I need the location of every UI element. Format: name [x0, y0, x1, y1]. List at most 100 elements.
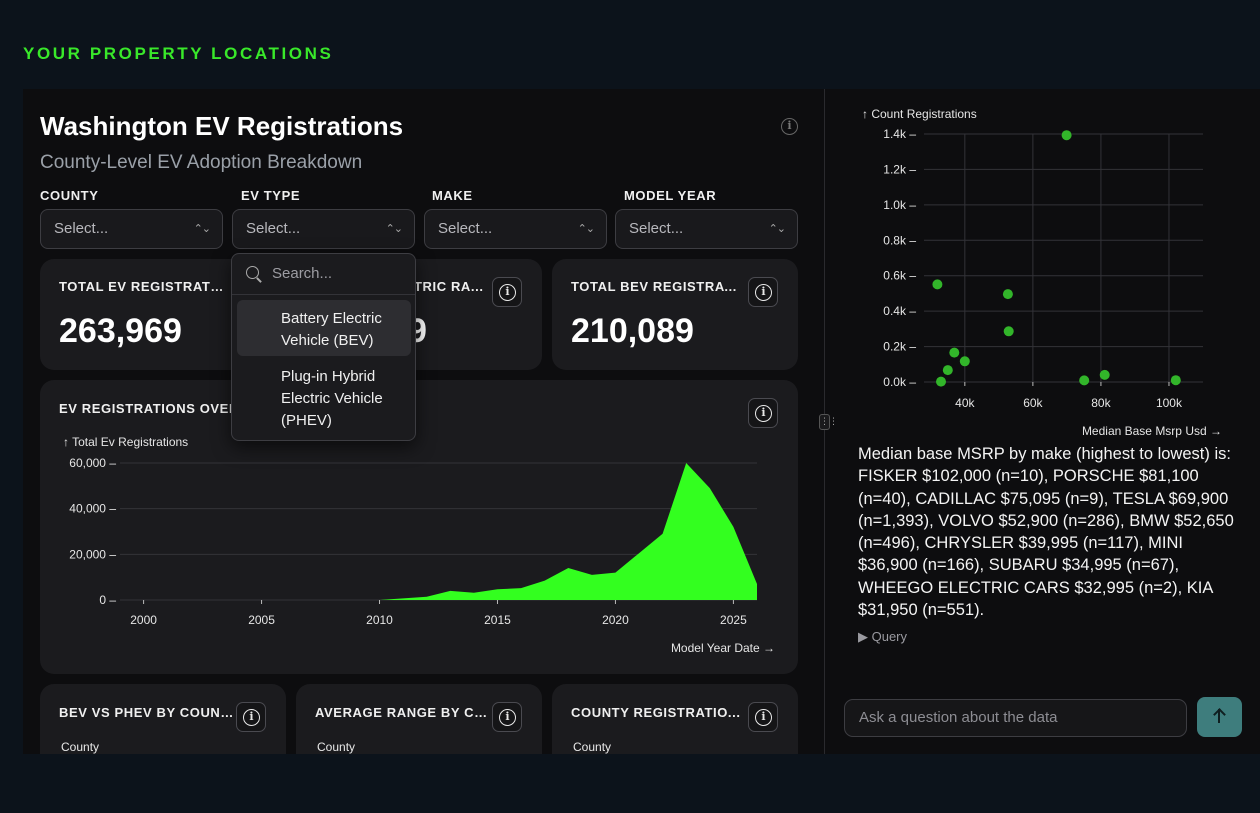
chevron-up-down-icon: ⌃⌄	[193, 223, 211, 235]
x-tick-label: 100k	[1156, 396, 1183, 410]
make-select-value: Select...	[438, 220, 493, 237]
kpi-card-total-bev: TOTAL BEV REGISTRATI... 210,089 i	[552, 259, 798, 370]
info-button[interactable]: i	[492, 277, 522, 307]
filter-label-ev-type: EV TYPE	[241, 188, 301, 203]
bev-vs-phev-card: BEV VS PHEV BY COUNTY i County	[40, 684, 286, 754]
x-tick-label: 2000	[130, 613, 157, 627]
scatter-point	[936, 376, 946, 387]
dropdown-search[interactable]: Search...	[232, 254, 415, 295]
arrow-up-icon	[1218, 709, 1220, 723]
trend-card: EV REGISTRATIONS OVER i ↑ Total Ev Regis…	[40, 380, 798, 674]
chevron-up-down-icon: ⌃⌄	[577, 223, 595, 235]
x-tick-label: 2010	[366, 613, 393, 627]
ev-type-dropdown: Search... Battery Electric Vehicle (BEV)…	[231, 253, 416, 441]
drag-handle-icon[interactable]: ⋮⋮	[819, 414, 838, 430]
x-tick-label: 40k	[955, 396, 975, 410]
card-sub-label: County	[573, 740, 612, 754]
chevron-up-down-icon: ⌃⌄	[768, 223, 786, 235]
scatter-point	[932, 279, 943, 290]
model-year-select-value: Select...	[629, 220, 684, 237]
ask-question-placeholder: Ask a question about the data	[859, 709, 1058, 726]
scatter-point	[1099, 369, 1110, 380]
info-button[interactable]: i	[748, 702, 778, 732]
chat-panel: ↑ Count Registrations Median Base Msrp U…	[825, 89, 1260, 754]
kpi-title: TOTAL EV REGISTRATI...	[59, 279, 227, 294]
ev-type-select[interactable]: Select... ⌃⌄	[232, 209, 415, 249]
option-line: (PHEV)	[281, 412, 332, 429]
info-icon: i	[499, 284, 516, 301]
y-tick-label: 0 –	[99, 593, 116, 607]
dashboard-title: Washington EV Registrations	[40, 111, 404, 141]
x-axis-label: Median Base Msrp Usd →	[1082, 424, 1222, 438]
kpi-value: 210,089	[571, 312, 694, 350]
model-year-select[interactable]: Select... ⌃⌄	[615, 209, 798, 249]
info-button[interactable]: i	[748, 277, 778, 307]
dashboard-subtitle: County-Level EV Adoption Breakdown	[40, 152, 363, 173]
scatter-point	[1003, 326, 1014, 337]
y-axis-label: ↑ Count Registrations	[862, 107, 977, 121]
make-select[interactable]: Select... ⌃⌄	[424, 209, 607, 249]
info-button[interactable]: i	[492, 702, 522, 732]
kpi-value: 263,969	[59, 312, 182, 350]
scatter-point	[949, 347, 960, 358]
info-icon: i	[243, 709, 260, 726]
scatter-point	[1002, 289, 1013, 300]
chevron-up-down-icon: ⌃⌄	[385, 223, 403, 235]
option-line: Vehicle (BEV)	[281, 332, 374, 349]
option-line: Electric Vehicle	[281, 390, 383, 407]
x-tick-label: 2015	[484, 613, 511, 627]
y-tick-label: 40,000 –	[69, 502, 116, 516]
scatter-point	[1061, 130, 1072, 141]
y-tick-label: 0.6k –	[883, 269, 916, 283]
dropdown-option-phev[interactable]: Plug-in Hybrid Electric Vehicle (PHEV)	[237, 358, 411, 436]
y-tick-label: 0.8k –	[883, 233, 916, 247]
filter-label-model-year: MODEL YEAR	[624, 188, 717, 203]
ev-type-select-value: Select...	[246, 220, 301, 237]
average-range-card: AVERAGE RANGE BY CO... i County	[296, 684, 542, 754]
kpi-title: TRIC RA...	[414, 279, 484, 294]
info-icon: i	[755, 284, 772, 301]
scatter-point	[1170, 375, 1181, 386]
filter-label-county: COUNTY	[40, 188, 99, 203]
scatter-point	[959, 356, 970, 367]
dashboard-info-icon[interactable]: i	[781, 118, 798, 135]
scatter-point	[1079, 375, 1090, 386]
info-icon: i	[499, 709, 516, 726]
card-title: BEV VS PHEV BY COUNTY	[59, 705, 237, 720]
card-title: COUNTY REGISTRATIO...	[571, 705, 741, 720]
county-select[interactable]: Select... ⌃⌄	[40, 209, 223, 249]
answer-text: Median base MSRP by make (highest to low…	[858, 445, 1234, 620]
x-tick-label: 2005	[248, 613, 275, 627]
ask-question-input[interactable]: Ask a question about the data	[844, 699, 1187, 737]
y-tick-label: 0.0k –	[883, 375, 916, 389]
x-tick-label: 2020	[602, 613, 629, 627]
ev-registrations-area-chart: ↑ Total Ev Registrations Model Year Date…	[63, 435, 775, 655]
y-axis-label: ↑ Total Ev Registrations	[63, 435, 188, 449]
y-tick-label: 60,000 –	[69, 456, 116, 470]
info-button[interactable]: i	[748, 398, 778, 428]
x-tick-label: 2025	[720, 613, 747, 627]
option-line: Battery Electric	[281, 310, 382, 327]
y-tick-label: 0.4k –	[883, 304, 916, 318]
dashboard-app: Washington EV Registrations County-Level…	[23, 89, 1260, 754]
y-tick-label: 20,000 –	[69, 547, 116, 561]
info-icon: i	[755, 405, 772, 422]
send-button[interactable]	[1197, 697, 1242, 737]
card-title: AVERAGE RANGE BY CO...	[315, 705, 489, 720]
card-sub-label: County	[317, 740, 356, 754]
info-icon: i	[755, 709, 772, 726]
kpi-title: TOTAL BEV REGISTRATI...	[571, 279, 745, 294]
x-tick-label: 60k	[1023, 396, 1043, 410]
dropdown-search-placeholder: Search...	[272, 265, 333, 282]
y-tick-label: 1.4k –	[883, 127, 916, 141]
dashboard-panel: Washington EV Registrations County-Level…	[23, 89, 824, 754]
dropdown-option-bev[interactable]: Battery Electric Vehicle (BEV)	[237, 300, 411, 356]
scatter-point	[942, 365, 953, 376]
page-header: YOUR PROPERTY LOCATIONS	[23, 44, 334, 63]
msrp-scatter-chart: ↑ Count Registrations Median Base Msrp U…	[862, 107, 1222, 438]
info-button[interactable]: i	[236, 702, 266, 732]
y-tick-label: 0.2k –	[883, 340, 916, 354]
option-line: Plug-in Hybrid	[281, 368, 376, 385]
query-toggle[interactable]: ▶ Query	[858, 629, 908, 644]
area-series	[143, 463, 757, 600]
